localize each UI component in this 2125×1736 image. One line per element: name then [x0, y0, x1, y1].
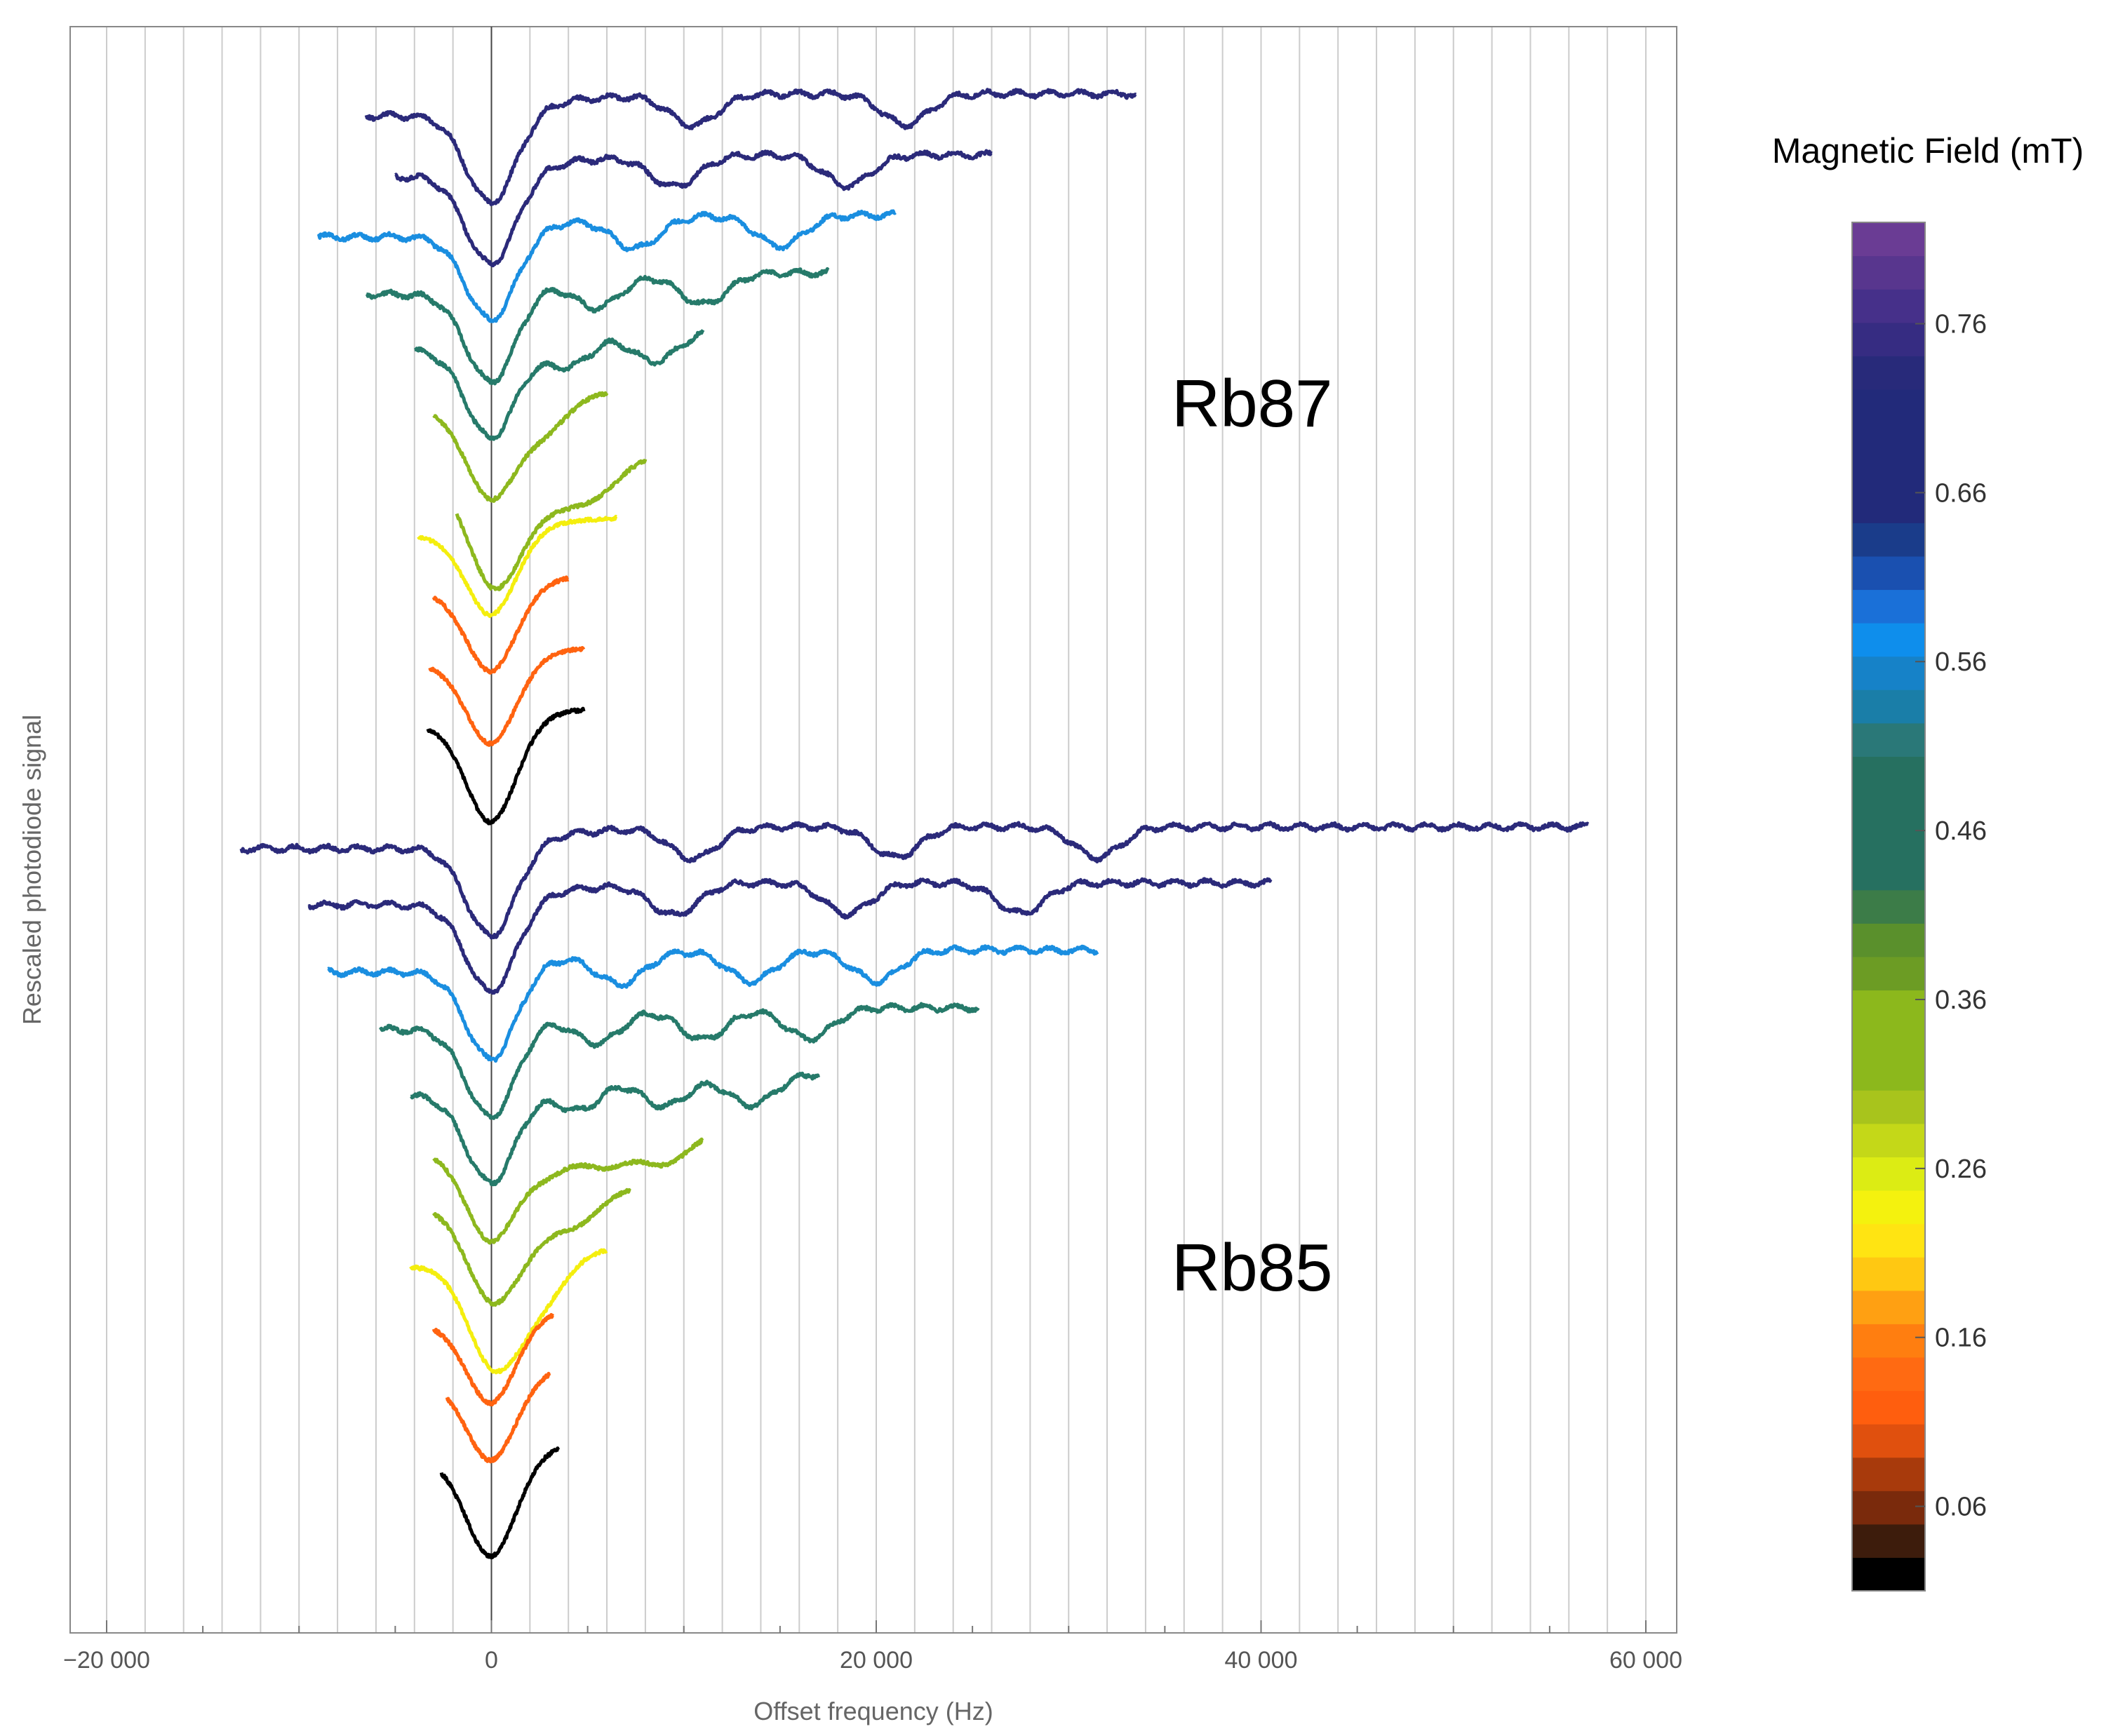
trace-rb85-0.12 [445, 1371, 551, 1464]
colorbar-segment [1852, 1257, 1925, 1291]
colorbar-segment [1852, 656, 1925, 690]
x-tick-label: −20 000 [63, 1647, 150, 1674]
colorbar-segment [1852, 523, 1925, 557]
trace-rb87-0.73 [394, 149, 993, 268]
colorbar-tick-label: 0.36 [1935, 985, 1987, 1015]
y-axis-label: Rescaled photodiode signal [18, 715, 46, 1025]
colorbar-segment [1852, 456, 1925, 490]
trace-rb87-0.32 [455, 458, 648, 591]
colorbar-tick-label: 0.26 [1935, 1155, 1987, 1184]
plot-frame [69, 26, 1677, 1634]
x-tick-label: 60 000 [1609, 1647, 1682, 1674]
x-axis-ticks: −20 000 0 20 000 40 000 60 000 [63, 1620, 1682, 1674]
spectra-traces [239, 88, 1590, 1560]
colorbar-segment [1852, 255, 1925, 290]
colorbar-title: Magnetic Field (mT) [1772, 131, 2084, 170]
colorbar-segment [1852, 1357, 1925, 1392]
colorbar-segment [1852, 389, 1925, 424]
trace-rb85-0.52 [379, 1002, 980, 1120]
colorbar-frame [1851, 222, 1926, 1592]
colorbar-segment [1852, 222, 1925, 257]
colorbar-segment [1852, 990, 1925, 1024]
trace-rb87-0.15 [431, 575, 570, 675]
trace-rb87-0.52 [365, 267, 830, 386]
trace-rb85-0.25 [409, 1248, 608, 1375]
colorbar-segment [1852, 1390, 1925, 1425]
trace-rb85-0.15 [431, 1312, 555, 1407]
colorbar-segment [1852, 356, 1925, 390]
colorbar-segment [1852, 1023, 1925, 1058]
colorbar-segment [1852, 1090, 1925, 1124]
x-tick-label: 20 000 [840, 1647, 913, 1674]
colorbar-tick-label: 0.46 [1935, 816, 1987, 846]
colorbar-segment [1852, 722, 1925, 757]
colorbar-segment [1852, 956, 1925, 991]
colorbar-segment [1852, 1457, 1925, 1491]
colorbar-segment [1852, 289, 1925, 323]
colorbar-segment [1852, 1424, 1925, 1458]
x-axis-label: Offset frequency (Hz) [753, 1697, 993, 1725]
trace-rb87-0.75 [364, 88, 1137, 206]
trace-rb87-0.59 [316, 209, 897, 323]
colorbar-segment [1852, 1491, 1925, 1525]
colorbar-segment [1852, 1157, 1925, 1191]
x-tick-label: 0 [485, 1647, 498, 1674]
trace-rb87-0.48 [413, 329, 705, 441]
colorbar-segment [1852, 422, 1925, 457]
trace-rb87-0.12 [428, 646, 586, 747]
colorbar-tick-label: 0.16 [1935, 1324, 1987, 1353]
rb87-label: Rb87 [1172, 366, 1333, 441]
colorbar-segment [1852, 923, 1925, 957]
colorbar-tick-label: 0.66 [1935, 478, 1987, 508]
trace-rb85-0.75 [239, 821, 1590, 940]
colorbar-segment [1852, 756, 1925, 790]
rb85-label: Rb85 [1172, 1230, 1333, 1305]
trace-rb85-0.48 [409, 1071, 821, 1187]
colorbar-segment [1852, 1324, 1925, 1358]
trace-rb85-0.33 [432, 1187, 631, 1307]
colorbar-segment [1852, 789, 1925, 824]
colorbar-segment [1852, 1223, 1925, 1258]
colorbar-tick-label: 0.76 [1935, 310, 1987, 339]
x-tick-label: 40 000 [1225, 1647, 1298, 1674]
colorbar-segment [1852, 1523, 1925, 1559]
colorbar-segment [1852, 556, 1925, 591]
trace-rb87-0.25 [417, 514, 618, 619]
colorbar-segment [1852, 1056, 1925, 1091]
trace-rb85-0.73 [307, 877, 1273, 995]
colorbar-segment [1852, 1290, 1925, 1324]
colorbar-segment [1852, 322, 1925, 356]
trace-rb87-0.02 [426, 706, 586, 826]
colorbar-segment [1852, 1123, 1925, 1157]
trace-rb85-0.02 [439, 1446, 561, 1560]
colorbar-segment [1852, 623, 1925, 657]
trace-rb87-0.35 [432, 391, 609, 503]
colorbar-segment [1852, 889, 1925, 924]
colorbar-segment [1852, 856, 1925, 891]
colorbar-segment [1852, 1557, 1925, 1592]
colorbar-tick-label: 0.56 [1935, 647, 1987, 677]
colorbar-segment [1852, 589, 1925, 624]
colorbar-tick-label: 0.06 [1935, 1493, 1987, 1522]
colorbar-segment [1852, 689, 1925, 724]
colorbar-segment [1852, 823, 1925, 857]
colorbar-segment [1852, 1190, 1925, 1225]
colorbar: 0.06 0.16 0.26 0.36 0.46 0.56 0.66 0.76 [1851, 222, 1987, 1592]
trace-rb85-0.35 [432, 1137, 704, 1245]
colorbar-segment [1852, 489, 1925, 523]
trace-rb85-0.59 [327, 944, 1099, 1063]
